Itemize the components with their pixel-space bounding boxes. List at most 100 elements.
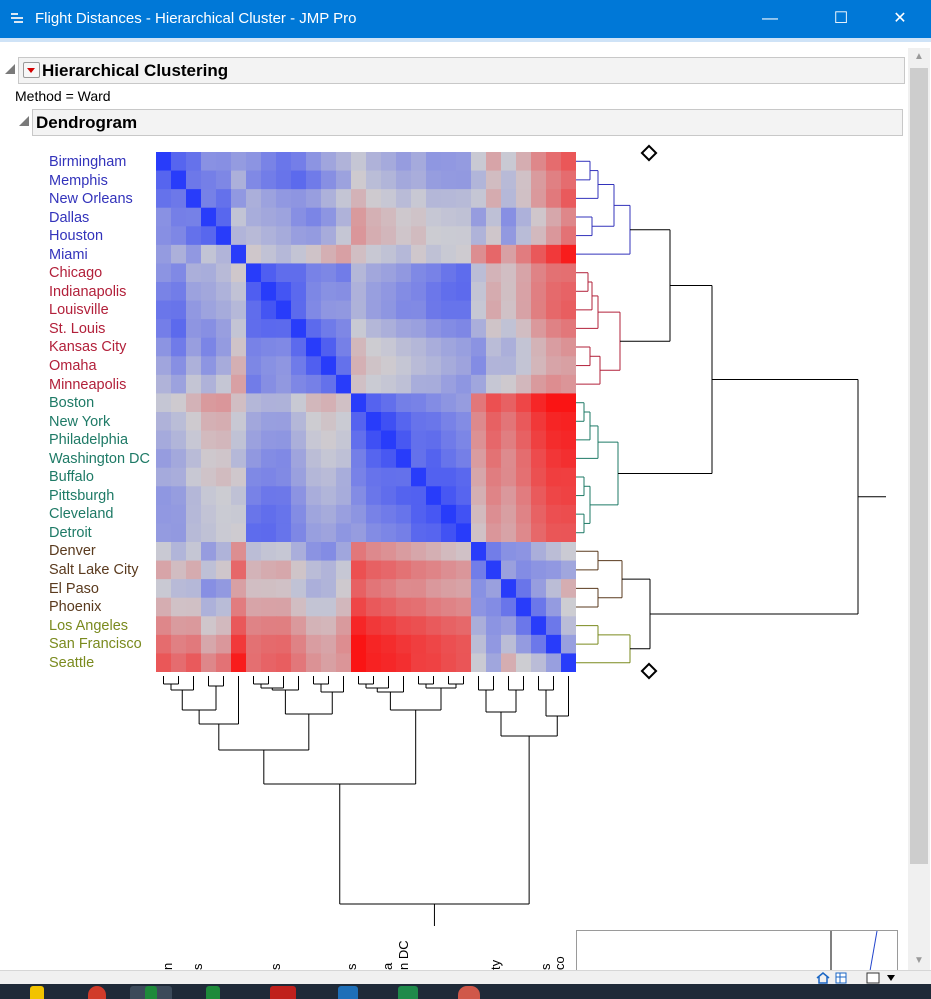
heatmap-cell[interactable] [351,356,367,376]
heatmap-cell[interactable] [516,356,532,376]
heatmap-cell[interactable] [501,244,517,265]
heatmap-cell[interactable] [441,207,457,227]
heatmap-cell[interactable] [381,449,397,469]
heatmap-cell[interactable] [396,449,412,469]
heatmap-cell[interactable] [261,597,277,617]
heatmap-cell[interactable] [396,412,412,432]
heatmap-cell[interactable] [561,393,576,413]
heatmap-cell[interactable] [411,542,427,562]
heatmap-cell[interactable] [501,337,517,357]
heatmap-cell[interactable] [216,244,232,265]
heatmap-cell[interactable] [471,189,487,209]
heatmap-cell[interactable] [231,467,247,487]
heatmap-cell[interactable] [561,170,576,190]
heatmap-cell[interactable] [186,319,202,339]
heatmap-cell[interactable] [516,486,532,506]
heatmap-cell[interactable] [516,579,532,599]
dropdown-icon[interactable] [886,974,896,982]
heatmap-cell[interactable] [246,430,262,450]
heatmap-cell[interactable] [411,430,427,450]
heatmap-cell[interactable] [336,374,352,395]
heatmap-cell[interactable] [276,412,292,432]
heatmap-cell[interactable] [156,597,172,617]
heatmap-cell[interactable] [351,282,367,302]
heatmap-cell[interactable] [366,282,382,302]
heatmap-cell[interactable] [456,300,472,320]
heatmap-cell[interactable] [246,263,262,283]
heatmap-cell[interactable] [171,319,187,339]
heatmap-cell[interactable] [396,560,412,580]
heatmap-cell[interactable] [291,449,307,469]
heatmap-cell[interactable] [441,412,457,432]
heatmap-cell[interactable] [426,282,442,302]
heatmap-cell[interactable] [231,393,247,413]
heatmap-cell[interactable] [246,523,262,543]
heatmap-cell[interactable] [291,504,307,525]
heatmap-cell[interactable] [426,634,442,655]
row-label[interactable]: St. Louis [49,320,106,337]
heatmap-cell[interactable] [546,653,562,672]
heatmap-cell[interactable] [366,504,382,525]
heatmap-cell[interactable] [216,486,232,506]
heatmap-cell[interactable] [216,319,232,339]
heatmap-cell[interactable] [201,504,217,525]
heatmap-cell[interactable] [231,319,247,339]
heatmap-cell[interactable] [156,374,172,395]
heatmap-cell[interactable] [171,560,187,580]
heatmap-cell[interactable] [381,170,397,190]
heatmap-cell[interactable] [201,282,217,302]
heatmap-cell[interactable] [186,449,202,469]
heatmap-cell[interactable] [156,226,172,246]
heatmap-cell[interactable] [381,152,397,172]
heatmap-cell[interactable] [261,189,277,209]
heatmap-cell[interactable] [546,486,562,506]
heatmap-cell[interactable] [291,282,307,302]
heatmap-cell[interactable] [516,616,532,636]
heatmap-cell[interactable] [261,152,277,172]
heatmap-cell[interactable] [441,560,457,580]
heatmap-cell[interactable] [366,542,382,562]
heatmap-cell[interactable] [516,300,532,320]
heatmap-cell[interactable] [531,412,547,432]
heatmap-cell[interactable] [261,412,277,432]
heatmap-cell[interactable] [276,356,292,376]
heatmap-cell[interactable] [366,374,382,395]
row-label[interactable]: Denver [49,543,96,560]
heatmap-cell[interactable] [246,244,262,265]
heatmap-cell[interactable] [396,467,412,487]
heatmap-cell[interactable] [561,412,576,432]
heatmap-cell[interactable] [366,152,382,172]
heatmap-cell[interactable] [561,263,576,283]
heatmap-cell[interactable] [186,542,202,562]
heatmap-cell[interactable] [501,393,517,413]
heatmap-cell[interactable] [501,152,517,172]
heatmap-cell[interactable] [381,579,397,599]
row-label[interactable]: El Paso [49,580,99,597]
heatmap-cell[interactable] [411,244,427,265]
heatmap-cell[interactable] [171,356,187,376]
heatmap-cell[interactable] [246,560,262,580]
heatmap-cell[interactable] [456,486,472,506]
heatmap-cell[interactable] [276,504,292,525]
heatmap-cell[interactable] [306,412,322,432]
heatmap-cell[interactable] [306,300,322,320]
vertical-scrollbar[interactable]: ▲ ▼ [908,48,930,970]
heatmap-cell[interactable] [531,263,547,283]
heatmap-cell[interactable] [486,356,502,376]
heatmap-cell[interactable] [471,282,487,302]
heatmap-cell[interactable] [156,430,172,450]
heatmap-cell[interactable] [456,560,472,580]
heatmap-cell[interactable] [306,207,322,227]
heatmap-cell[interactable] [171,170,187,190]
heatmap-cell[interactable] [246,653,262,672]
heatmap-cell[interactable] [486,393,502,413]
heatmap-cell[interactable] [171,300,187,320]
heatmap-cell[interactable] [411,412,427,432]
heatmap-cell[interactable] [456,653,472,672]
heatmap-cell[interactable] [396,282,412,302]
heatmap-cell[interactable] [441,152,457,172]
heatmap-cell[interactable] [186,412,202,432]
heatmap-cell[interactable] [261,653,277,672]
heatmap-cell[interactable] [276,486,292,506]
heatmap-cell[interactable] [531,170,547,190]
